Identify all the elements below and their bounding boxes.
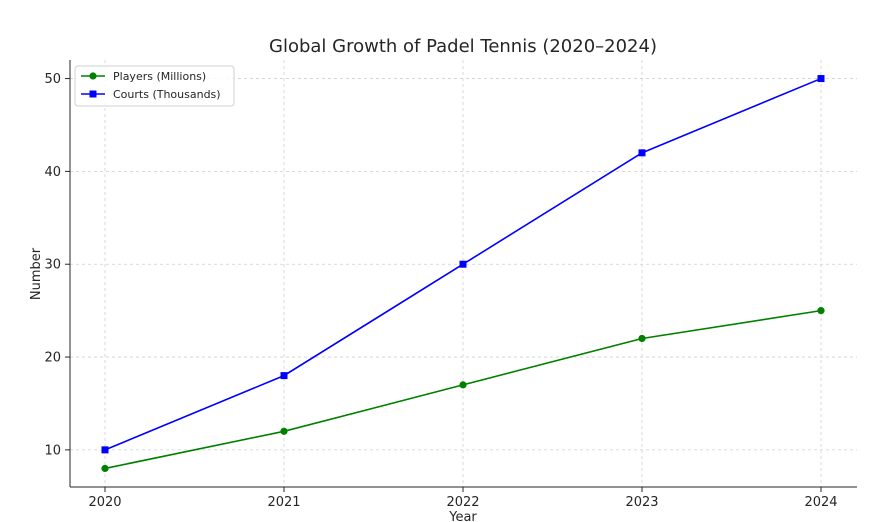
x-tick-label: 2023: [625, 495, 658, 510]
data-point: [459, 260, 467, 268]
data-point: [101, 446, 109, 454]
legend-item: Courts (Thousands): [81, 88, 221, 101]
y-tick-label: 30: [44, 258, 61, 273]
y-tick-label: 20: [44, 351, 61, 366]
y-tick-label: 40: [44, 165, 61, 180]
ticks: 2020 2021 2022 2023 2024 10 20 30 40 50: [44, 72, 837, 510]
data-point: [459, 381, 467, 389]
data-point: [817, 307, 825, 315]
legend-frame: [74, 65, 235, 107]
data-point: [638, 334, 646, 343]
x-tick-label: 2020: [88, 495, 121, 510]
legend-marker: [89, 72, 97, 80]
grid: [70, 60, 857, 487]
legend-marker: [89, 90, 97, 98]
series-players-millions: [101, 307, 825, 473]
series-courts-thousands: [101, 75, 825, 454]
legend: Players (Millions) Courts (Thousands): [74, 65, 235, 107]
x-tick-label: 2024: [804, 495, 837, 510]
x-tick-label: 2021: [267, 495, 300, 510]
legend-label: Courts (Thousands): [113, 88, 221, 101]
data-point: [101, 464, 109, 473]
data-point: [280, 427, 288, 435]
y-axis-label: Number: [29, 247, 44, 300]
x-tick-label: 2022: [446, 495, 479, 510]
y-tick-label: 50: [44, 72, 61, 87]
chart-title: Global Growth of Padel Tennis (2020–2024…: [269, 36, 657, 57]
series-layer: [101, 75, 825, 473]
legend-label: Players (Millions): [113, 70, 206, 83]
axes: [69, 60, 857, 488]
data-point: [638, 149, 646, 157]
data-point: [817, 75, 825, 83]
data-point: [280, 372, 288, 380]
x-axis-label: Year: [448, 510, 477, 522]
y-tick-label: 10: [44, 443, 61, 458]
legend-item: Players (Millions): [81, 70, 206, 83]
